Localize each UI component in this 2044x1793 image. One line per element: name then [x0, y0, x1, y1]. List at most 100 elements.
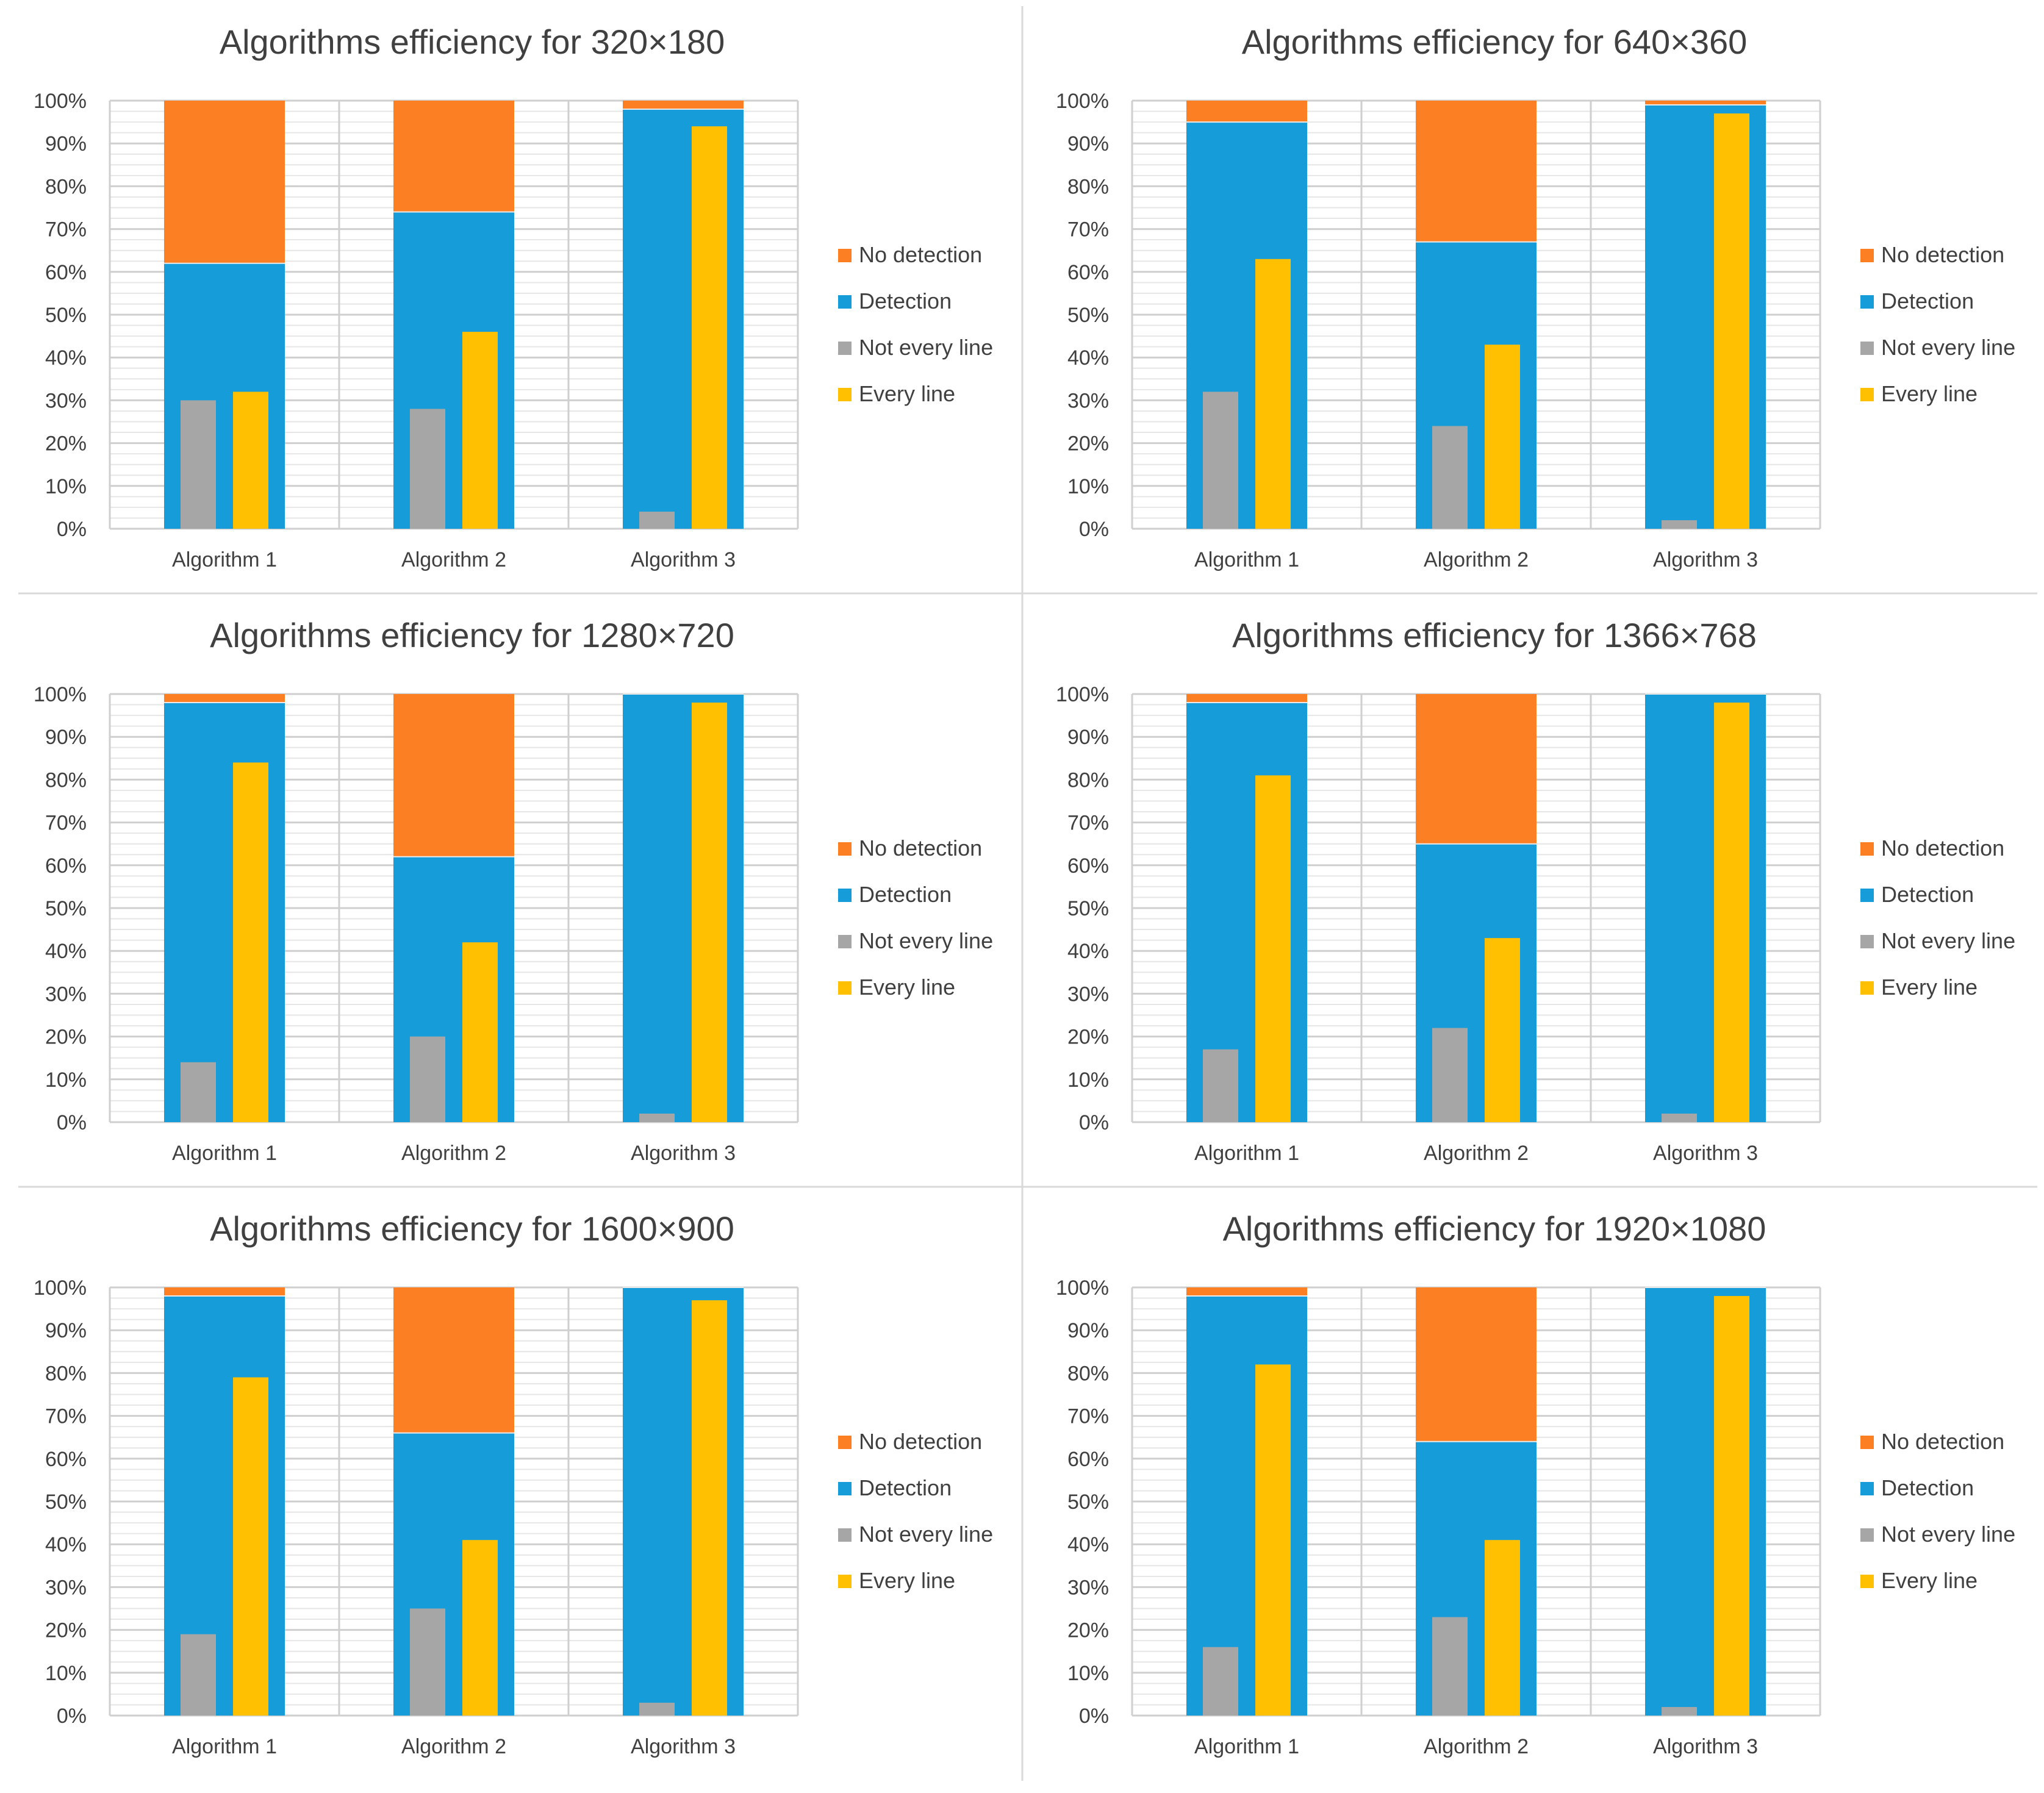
legend-label: Every line: [859, 1568, 955, 1593]
legend-swatch: [838, 981, 852, 995]
y-tick-label: 60%: [1067, 261, 1109, 284]
y-tick-label: 100%: [1056, 90, 1109, 113]
y-tick-label: 100%: [1056, 1276, 1109, 1300]
y-tick-label: 30%: [45, 1576, 87, 1599]
bar-not-every-line: [410, 409, 445, 529]
chart-title: Algorithms efficiency for 640×360: [1242, 23, 1748, 61]
legend-swatch: [1860, 1575, 1874, 1588]
legend-swatch: [838, 889, 852, 902]
y-tick-label: 40%: [45, 940, 87, 963]
y-tick-label: 80%: [45, 768, 87, 792]
y-tick-label: 20%: [1067, 432, 1109, 456]
y-tick-label: 100%: [34, 90, 87, 113]
bar-every-line: [233, 762, 268, 1122]
y-tick-label: 30%: [1067, 389, 1109, 412]
bar-no-detection: [393, 1287, 514, 1433]
legend-swatch: [838, 342, 852, 355]
legend-label: Every line: [859, 975, 955, 1000]
legend-label: No detection: [1881, 242, 2004, 267]
y-tick-label: 90%: [1067, 1319, 1109, 1342]
y-tick-label: 40%: [45, 1533, 87, 1556]
legend-swatch: [1860, 889, 1874, 902]
y-tick-label: 30%: [1067, 1576, 1109, 1599]
y-tick-label: 90%: [45, 726, 87, 749]
legend-swatch: [838, 1575, 852, 1588]
y-tick-label: 30%: [45, 389, 87, 412]
bar-every-line: [1255, 775, 1291, 1122]
bar-not-every-line: [1662, 1706, 1697, 1716]
bar-every-line: [462, 332, 498, 529]
y-tick-label: 50%: [1067, 304, 1109, 327]
bar-not-every-line: [639, 1702, 675, 1716]
y-tick-label: 20%: [1067, 1619, 1109, 1642]
chart-svg: Algorithms efficiency for 1366×768 0% 10% 2…: [1056, 616, 2015, 1165]
y-tick-label: 80%: [45, 1362, 87, 1385]
bar-no-detection: [1186, 1287, 1307, 1297]
legend-swatch: [838, 842, 852, 856]
chart-panel-4: Algorithms efficiency for 1366×768 0% 10% 2…: [1022, 593, 2044, 1187]
x-tick-label: Algorithm 2: [401, 1142, 506, 1165]
y-tick-label: 60%: [45, 1448, 87, 1471]
chart-svg: Algorithms efficiency for 1920×1080 0% 10%…: [1056, 1209, 2015, 1758]
y-tick-label: 60%: [45, 261, 87, 284]
legend-label: No detection: [1881, 1429, 2004, 1454]
x-tick-label: Algorithm 2: [1424, 1735, 1529, 1758]
y-tick-label: 0%: [1079, 1111, 1109, 1134]
bar-every-line: [233, 392, 268, 529]
bar-not-every-line: [1432, 1028, 1468, 1122]
legend-swatch: [1860, 1482, 1874, 1495]
bar-every-line: [1714, 1296, 1749, 1716]
x-tick-label: Algorithm 1: [172, 548, 277, 571]
legend-label: Every line: [859, 381, 955, 406]
legend-label: No detection: [859, 836, 982, 861]
legend-label: Not every line: [859, 1522, 993, 1547]
legend-swatch: [838, 1528, 852, 1542]
bar-every-line: [692, 126, 727, 529]
legend-label: Detection: [1881, 1475, 1974, 1500]
bar-no-detection: [623, 101, 744, 110]
x-tick-label: Algorithm 3: [1653, 548, 1758, 571]
bar-not-every-line: [181, 1634, 216, 1716]
legend-label: No detection: [859, 242, 982, 267]
y-tick-label: 10%: [45, 1068, 87, 1092]
legend-swatch: [838, 249, 852, 262]
legend-swatch: [838, 295, 852, 309]
legend-swatch: [838, 935, 852, 948]
chart-title: Algorithms efficiency for 1600×900: [210, 1209, 734, 1248]
y-tick-label: 50%: [45, 897, 87, 920]
y-tick-label: 0%: [57, 1705, 87, 1728]
y-tick-label: 0%: [57, 518, 87, 541]
bar-no-detection: [393, 101, 514, 212]
y-tick-label: 90%: [45, 1319, 87, 1342]
y-tick-label: 50%: [1067, 897, 1109, 920]
bar-no-detection: [164, 694, 285, 703]
y-tick-label: 90%: [1067, 132, 1109, 156]
y-tick-label: 20%: [45, 1026, 87, 1049]
y-tick-label: 70%: [45, 1405, 87, 1428]
y-tick-label: 30%: [45, 982, 87, 1006]
x-tick-label: Algorithm 1: [1194, 1735, 1299, 1758]
y-tick-label: 20%: [45, 432, 87, 456]
y-tick-label: 40%: [1067, 940, 1109, 963]
legend-label: Every line: [1881, 381, 1978, 406]
x-tick-label: Algorithm 2: [1424, 548, 1529, 571]
bar-every-line: [233, 1377, 268, 1716]
x-tick-label: Algorithm 3: [631, 1735, 736, 1758]
x-tick-label: Algorithm 2: [401, 1735, 506, 1758]
legend-swatch: [1860, 388, 1874, 401]
bar-not-every-line: [1203, 392, 1238, 529]
y-tick-label: 100%: [1056, 683, 1109, 706]
legend-label: Not every line: [859, 928, 993, 953]
legend-label: No detection: [1881, 836, 2004, 861]
bar-no-detection: [164, 1287, 285, 1297]
bar-not-every-line: [1203, 1049, 1238, 1122]
legend-label: Detection: [859, 1475, 952, 1500]
legend-swatch: [1860, 249, 1874, 262]
y-tick-label: 60%: [1067, 1448, 1109, 1471]
y-tick-label: 0%: [1079, 518, 1109, 541]
bar-every-line: [1714, 113, 1749, 529]
bar-every-line: [1485, 345, 1520, 529]
chart-panel-6: Algorithms efficiency for 1920×1080 0% 10%…: [1022, 1187, 2044, 1790]
